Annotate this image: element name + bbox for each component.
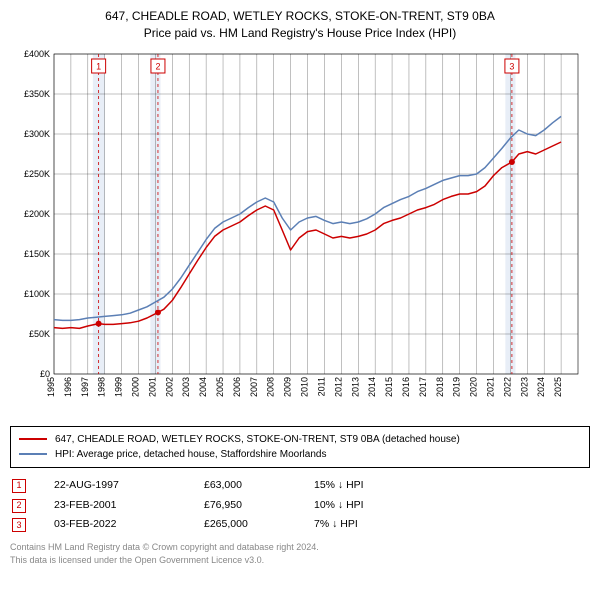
tx-date-2: 23-FEB-2001 xyxy=(54,496,204,516)
svg-text:2011: 2011 xyxy=(316,377,326,396)
svg-text:2000: 2000 xyxy=(131,377,141,397)
svg-text:£350K: £350K xyxy=(24,89,50,99)
tx-pct-2: 10% ↓ HPI xyxy=(314,496,434,516)
footnote: Contains HM Land Registry data © Crown c… xyxy=(10,541,590,565)
legend-label-1: 647, CHEADLE ROAD, WETLEY ROCKS, STOKE-O… xyxy=(55,432,460,447)
svg-text:2021: 2021 xyxy=(485,377,495,397)
svg-text:2022: 2022 xyxy=(502,377,512,397)
chart-container: 647, CHEADLE ROAD, WETLEY ROCKS, STOKE-O… xyxy=(0,0,600,572)
transactions-table: 1 22-AUG-1997 £63,000 15% ↓ HPI 2 23-FEB… xyxy=(10,476,590,536)
svg-text:2005: 2005 xyxy=(215,377,225,397)
svg-text:2014: 2014 xyxy=(367,377,377,397)
tx-pct-1: 15% ↓ HPI xyxy=(314,476,434,496)
svg-text:£400K: £400K xyxy=(24,49,50,59)
table-row: 2 23-FEB-2001 £76,950 10% ↓ HPI xyxy=(10,496,590,516)
svg-text:1999: 1999 xyxy=(114,377,124,397)
title-block: 647, CHEADLE ROAD, WETLEY ROCKS, STOKE-O… xyxy=(10,8,590,42)
legend-panel: 647, CHEADLE ROAD, WETLEY ROCKS, STOKE-O… xyxy=(10,426,590,468)
svg-text:2017: 2017 xyxy=(418,377,428,397)
table-row: 3 03-FEB-2022 £265,000 7% ↓ HPI xyxy=(10,515,590,535)
legend-label-2: HPI: Average price, detached house, Staf… xyxy=(55,447,326,462)
svg-text:2009: 2009 xyxy=(283,377,293,397)
svg-text:2023: 2023 xyxy=(519,377,529,397)
svg-text:2008: 2008 xyxy=(266,377,276,397)
svg-text:2016: 2016 xyxy=(401,377,411,397)
tx-price-3: £265,000 xyxy=(204,515,314,535)
svg-text:£100K: £100K xyxy=(24,289,50,299)
svg-text:2019: 2019 xyxy=(452,377,462,397)
legend-swatch-2 xyxy=(19,453,47,455)
tx-price-1: £63,000 xyxy=(204,476,314,496)
legend-row-2: HPI: Average price, detached house, Staf… xyxy=(19,447,581,462)
svg-text:2024: 2024 xyxy=(536,377,546,397)
tx-price-2: £76,950 xyxy=(204,496,314,516)
svg-text:2018: 2018 xyxy=(435,377,445,397)
svg-text:3: 3 xyxy=(509,61,514,71)
svg-text:2003: 2003 xyxy=(181,377,191,397)
svg-text:£50K: £50K xyxy=(29,329,50,339)
svg-text:£250K: £250K xyxy=(24,169,50,179)
title-line-2: Price paid vs. HM Land Registry's House … xyxy=(10,25,590,42)
svg-text:2015: 2015 xyxy=(384,377,394,397)
legend-and-footer: 647, CHEADLE ROAD, WETLEY ROCKS, STOKE-O… xyxy=(10,418,590,566)
svg-text:£150K: £150K xyxy=(24,249,50,259)
title-line-1: 647, CHEADLE ROAD, WETLEY ROCKS, STOKE-O… xyxy=(10,8,590,25)
svg-text:1997: 1997 xyxy=(80,377,90,397)
legend-row-1: 647, CHEADLE ROAD, WETLEY ROCKS, STOKE-O… xyxy=(19,432,581,447)
line-chart-svg: £0£50K£100K£150K£200K£250K£300K£350K£400… xyxy=(10,48,590,418)
svg-text:1996: 1996 xyxy=(63,377,73,397)
table-row: 1 22-AUG-1997 £63,000 15% ↓ HPI xyxy=(10,476,590,496)
svg-text:2006: 2006 xyxy=(232,377,242,397)
footnote-line-1: Contains HM Land Registry data © Crown c… xyxy=(10,541,590,553)
svg-text:2010: 2010 xyxy=(300,377,310,397)
svg-text:2012: 2012 xyxy=(333,377,343,397)
svg-text:2013: 2013 xyxy=(350,377,360,397)
tx-pct-3: 7% ↓ HPI xyxy=(314,515,434,535)
svg-text:2002: 2002 xyxy=(164,377,174,397)
chart-area: £0£50K£100K£150K£200K£250K£300K£350K£400… xyxy=(10,48,590,418)
svg-text:£200K: £200K xyxy=(24,209,50,219)
svg-text:1: 1 xyxy=(96,61,101,71)
svg-text:2025: 2025 xyxy=(553,377,563,397)
tx-date-1: 22-AUG-1997 xyxy=(54,476,204,496)
svg-text:£300K: £300K xyxy=(24,129,50,139)
svg-text:2: 2 xyxy=(155,61,160,71)
footnote-line-2: This data is licensed under the Open Gov… xyxy=(10,554,590,566)
svg-text:2007: 2007 xyxy=(249,377,259,397)
svg-text:1998: 1998 xyxy=(97,377,107,397)
tx-marker-3: 3 xyxy=(12,518,26,532)
svg-text:2004: 2004 xyxy=(198,377,208,397)
tx-marker-1: 1 xyxy=(12,479,26,493)
tx-marker-2: 2 xyxy=(12,499,26,513)
svg-text:1995: 1995 xyxy=(46,377,56,397)
legend-swatch-1 xyxy=(19,438,47,440)
svg-text:2001: 2001 xyxy=(147,377,157,397)
tx-date-3: 03-FEB-2022 xyxy=(54,515,204,535)
svg-text:2020: 2020 xyxy=(469,377,479,397)
